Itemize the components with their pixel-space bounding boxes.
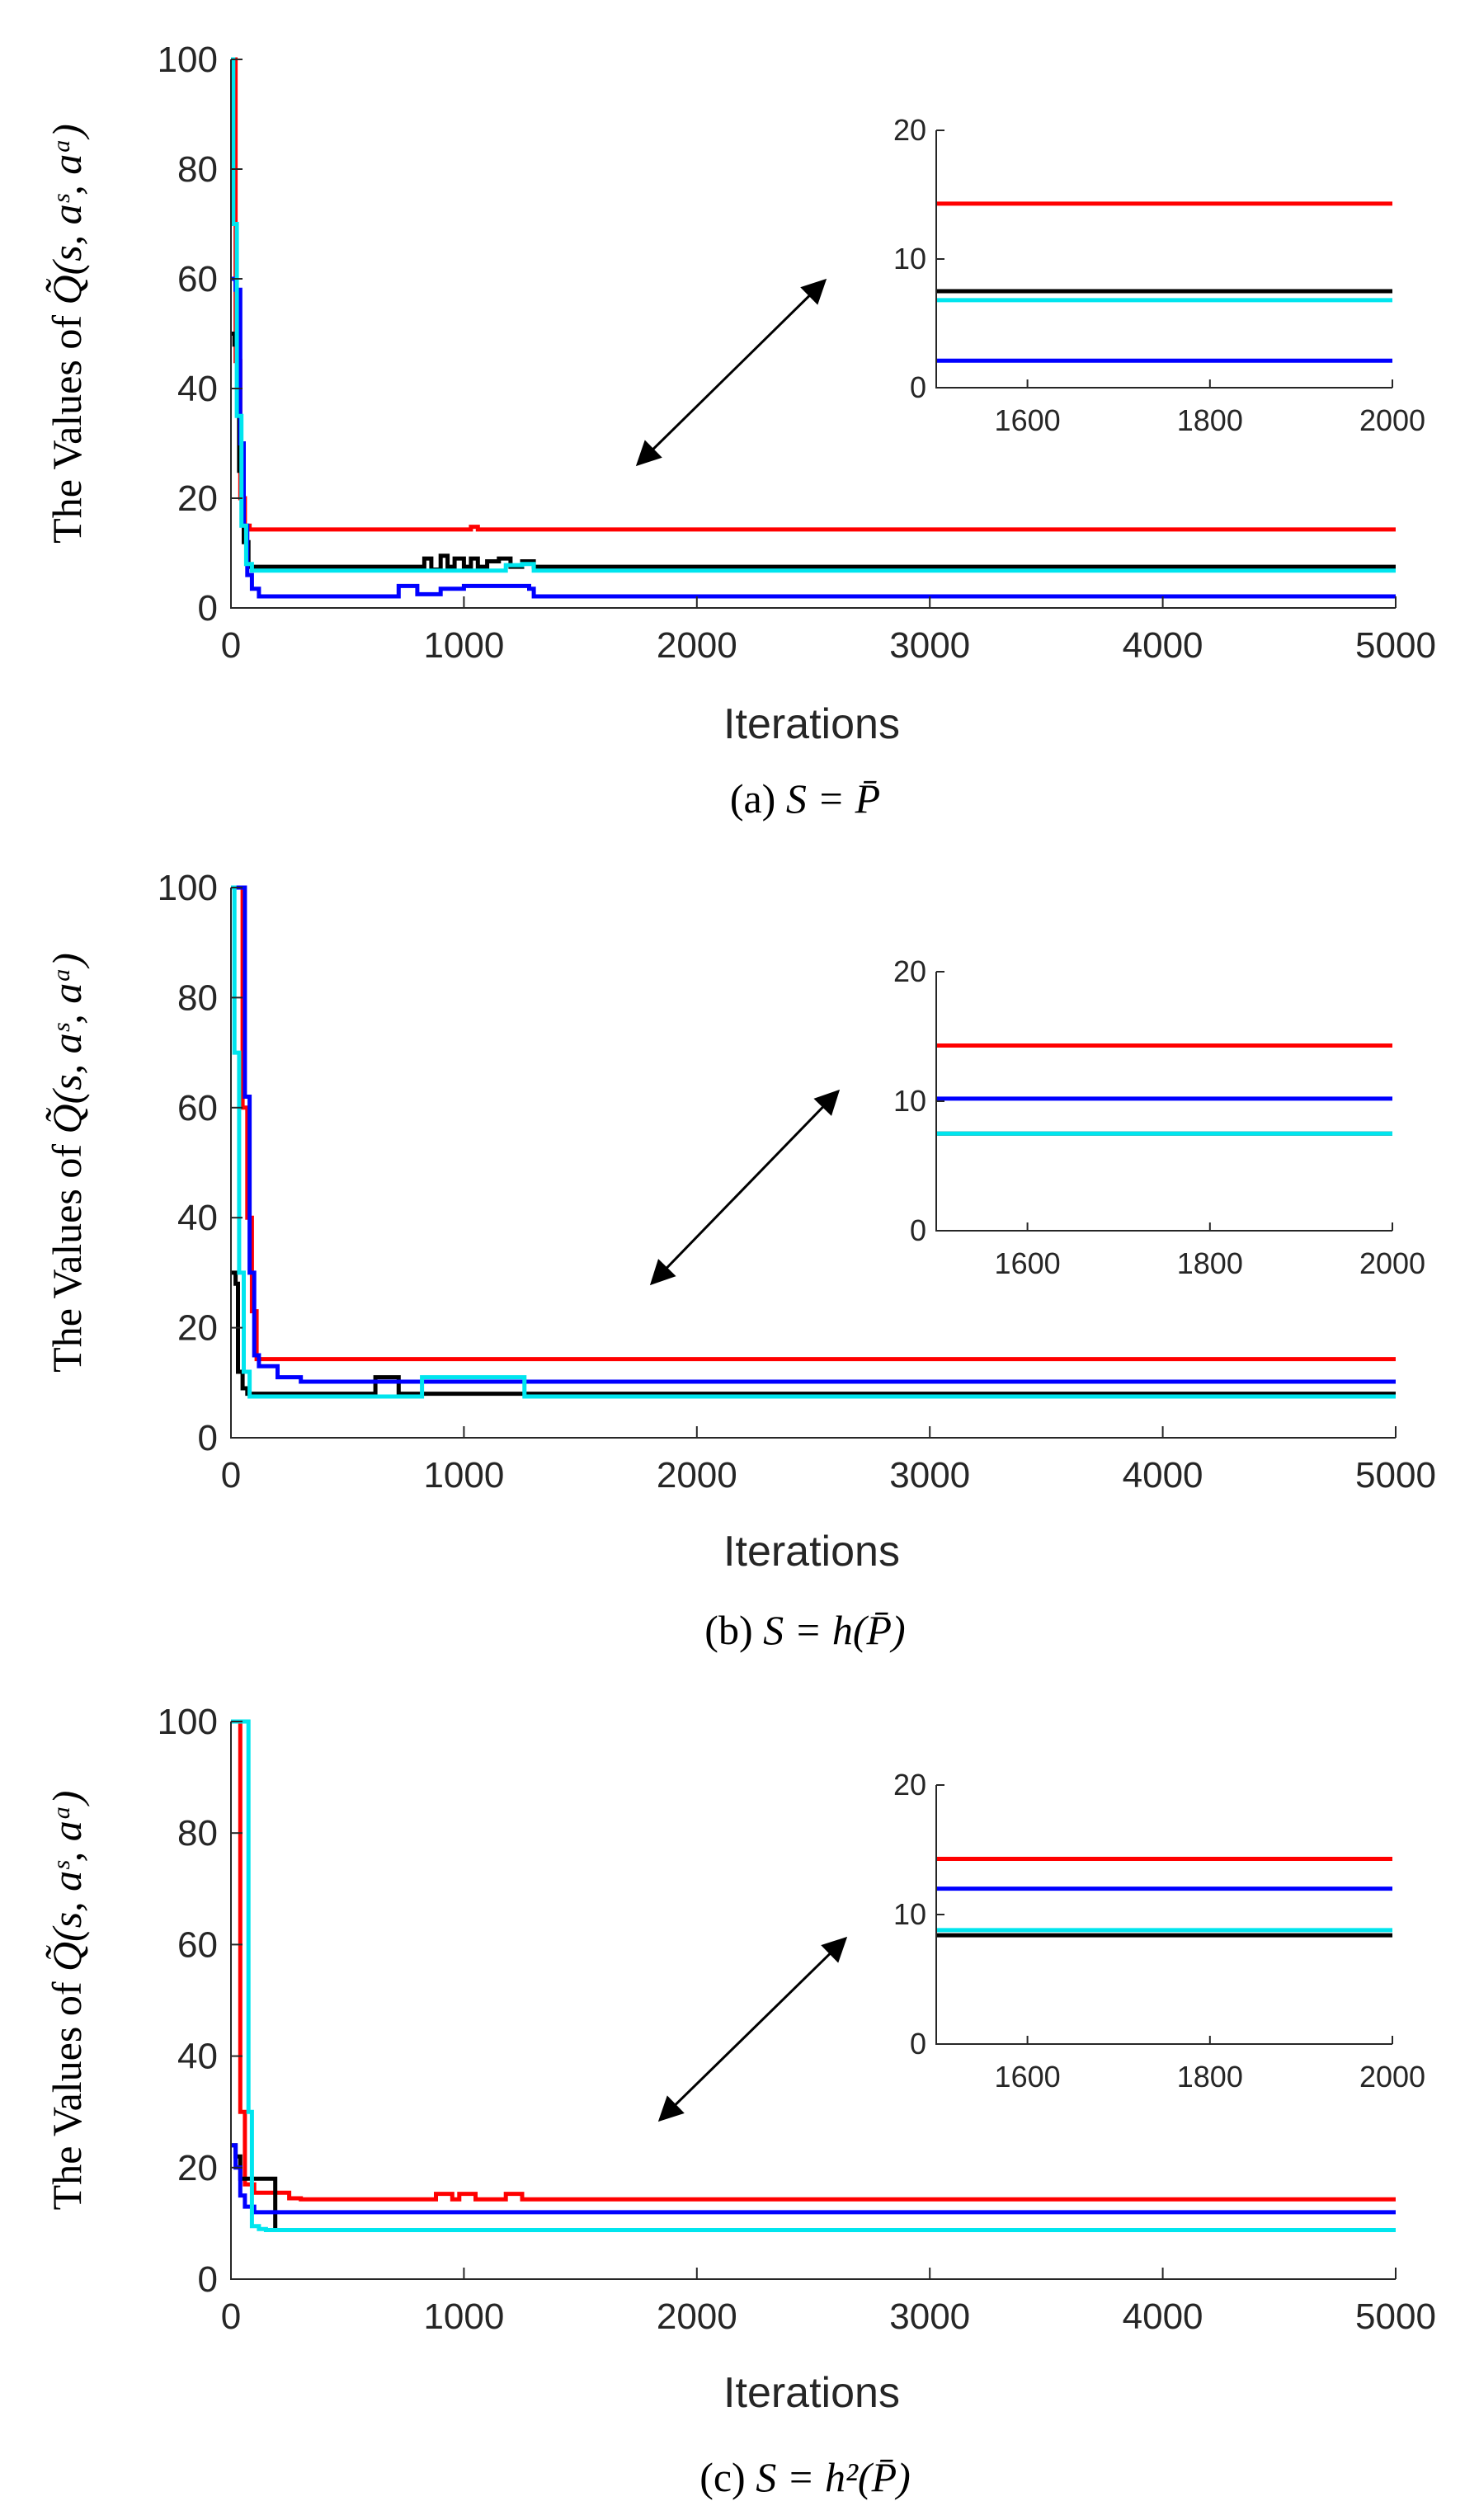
inset-y-tick-label: 0 [910,370,926,404]
x-tick-label: 3000 [889,1455,970,1496]
inset-y-tick-label: 20 [893,113,926,147]
x-axis-label: Iterations [723,700,900,748]
y-tick-label: 80 [177,977,218,1018]
x-tick-label: 4000 [1123,1455,1203,1496]
x-tick-label: 5000 [1355,1455,1436,1496]
series-group [231,57,1396,599]
x-tick-label: 1000 [423,625,504,666]
y-axis-label-prefix: The Values of [44,305,90,544]
series-line-cyan [231,885,1396,1399]
y-tick-label: 80 [177,1813,218,1853]
y-tick-label: 0 [198,2259,218,2300]
y-axis-label-math: Q̃(s, aˢ, aᵃ) [44,1791,90,1971]
y-tick-label: 20 [177,2148,218,2188]
x-tick-label: 4000 [1123,2296,1203,2337]
y-tick-label: 40 [177,2037,218,2077]
x-tick-label: 3000 [889,2296,970,2337]
x-tick-label: 0 [221,1455,241,1496]
series-line-red [231,1719,1396,2202]
inset-x-tick-label: 1800 [1177,1246,1243,1280]
x-tick-label: 5000 [1355,625,1436,666]
inset-y-tick-label: 20 [893,1768,926,1802]
series-line-blue [231,2143,1396,2215]
y-tick-label: 60 [177,259,218,299]
y-tick-label: 0 [198,1418,218,1458]
y-axis-label-prefix: The Values of [44,1134,90,1373]
inset-background [936,1785,1392,2044]
inset-chart: 0 10 20 1600 1800 2000 [893,1768,1425,2094]
y-tick-label: 40 [177,369,218,409]
panel-caption: (b) S = h(P̄) [704,1607,905,1653]
caption-label: (a) [730,775,786,822]
series-line-black [231,2143,1396,2232]
y-axis-label-math: Q̃(s, aˢ, aᵃ) [44,953,90,1133]
panel-caption: (c) S = h²(P̄) [699,2454,911,2500]
series-line-black [231,1270,1396,1397]
inset-y-tick-label: 10 [893,1084,926,1118]
inset-chart: 0 10 20 1600 1800 2000 [893,113,1425,437]
series-line-black [231,332,1396,572]
y-tick-label: 80 [177,149,218,190]
y-axis-label-math: Q̃(s, aˢ, aᵃ) [44,124,90,304]
inset-x-tick-label: 1600 [995,1246,1061,1280]
inset-y-tick-label: 0 [910,2027,926,2061]
inset-y-tick-label: 0 [910,1213,926,1247]
series-line-cyan [231,57,1396,573]
y-axis-label: The Values of Q̃(s, aˢ, aᵃ) [44,1791,90,2211]
inset-x-tick-label: 2000 [1359,2060,1425,2094]
x-tick-label: 0 [221,625,241,666]
zoom-double-arrow [635,278,827,467]
x-axis-label: Iterations [723,1528,900,1576]
inset-x-tick-label: 2000 [1359,1246,1425,1280]
zoom-double-arrow [649,1089,841,1286]
series-line-cyan [231,1719,1396,2232]
x-tick-label: 2000 [657,1455,737,1496]
y-axis-label: The Values of Q̃(s, aˢ, aᵃ) [44,953,90,1373]
x-tick-label: 2000 [657,2296,737,2337]
x-tick-label: 4000 [1123,625,1203,666]
inset-y-tick-label: 20 [893,954,926,988]
inset-x-tick-label: 1800 [1177,403,1243,437]
x-tick-label: 0 [221,2296,241,2337]
inset-background [936,972,1392,1231]
inset-x-tick-label: 1600 [995,403,1061,437]
y-tick-label: 60 [177,1924,218,1965]
y-tick-label: 20 [177,1308,218,1349]
x-tick-label: 1000 [423,2296,504,2337]
x-tick-label: 5000 [1355,2296,1436,2337]
x-axis-label: Iterations [723,2369,900,2417]
y-tick-label: 0 [198,588,218,629]
y-tick-label: 40 [177,1198,218,1238]
caption-math: S = h(P̄) [763,1607,906,1653]
y-tick-label: 60 [177,1088,218,1128]
inset-y-tick-label: 10 [893,242,926,276]
y-axis-label-prefix: The Values of [44,1971,90,2210]
inset-background [936,130,1392,388]
x-tick-label: 2000 [657,625,737,666]
y-tick-label: 100 [158,1702,218,1742]
caption-math: S = h²(P̄) [756,2454,911,2500]
panel-caption: (a) S = P̄ [730,775,880,822]
inset-y-tick-label: 10 [893,1897,926,1931]
y-tick-label: 100 [158,40,218,80]
inset-x-tick-label: 2000 [1359,403,1425,437]
y-tick-label: 100 [158,868,218,908]
caption-math: S = P̄ [786,775,880,822]
caption-label: (b) [704,1607,763,1653]
series-line-blue [231,885,1396,1384]
inset-x-tick-label: 1600 [995,2060,1061,2094]
inset-chart: 0 10 20 1600 1800 2000 [893,954,1425,1280]
x-tick-label: 3000 [889,625,970,666]
inset-x-tick-label: 1800 [1177,2060,1243,2094]
x-tick-label: 1000 [423,1455,504,1496]
caption-label: (c) [699,2454,756,2500]
zoom-double-arrow [657,1936,848,2122]
y-axis-label: The Values of Q̃(s, aˢ, aᵃ) [44,124,90,544]
series-group [231,1719,1396,2232]
y-tick-label: 20 [177,478,218,519]
